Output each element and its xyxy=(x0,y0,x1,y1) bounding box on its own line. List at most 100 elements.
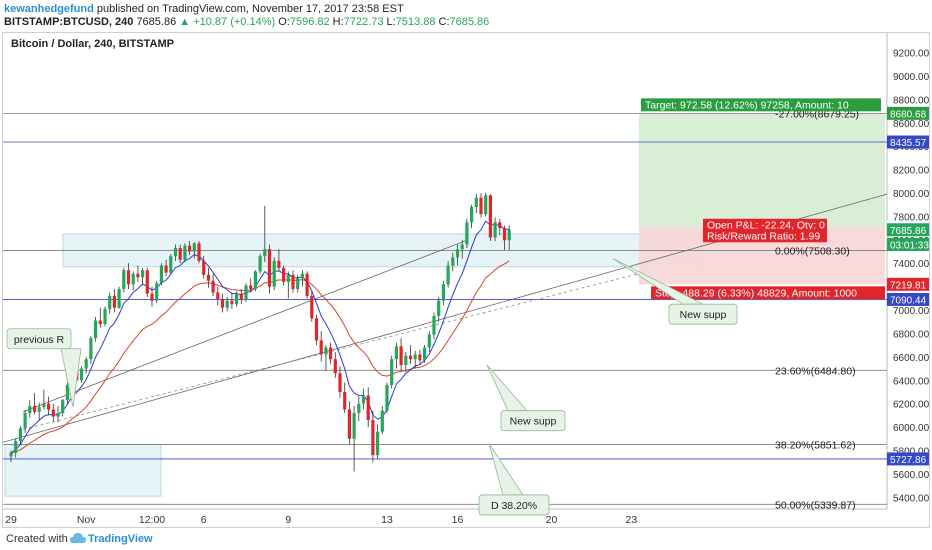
target-zone xyxy=(639,113,885,228)
candle xyxy=(376,424,380,459)
candle xyxy=(258,253,262,274)
candle xyxy=(437,297,441,322)
candle xyxy=(126,263,131,289)
candle xyxy=(173,244,178,261)
candle xyxy=(507,225,511,250)
price-tick-label: 6400.00 xyxy=(893,376,929,387)
candle xyxy=(188,240,192,256)
price-tag-3: 7219.81 xyxy=(890,280,927,291)
price-tick-label: 5800.00 xyxy=(893,446,929,457)
rr-label-bg xyxy=(703,229,827,243)
candle xyxy=(136,265,140,282)
candle xyxy=(488,194,492,241)
level-price-tag-6-bg xyxy=(887,452,929,466)
candle xyxy=(352,406,356,472)
fib-label-2: 0.00%(7508.30) xyxy=(775,246,850,258)
fib-label-0: -27.00%(8679.25) xyxy=(775,109,859,121)
candle xyxy=(493,217,497,241)
trendline-dashed xyxy=(22,272,644,430)
candle xyxy=(131,271,135,291)
candle xyxy=(253,270,257,292)
level-price-tag-0-bg xyxy=(887,106,929,120)
time-tick-label: Nov xyxy=(77,514,96,526)
tradingview-brand[interactable]: TradingView xyxy=(88,533,153,545)
annotation-pointer-0 xyxy=(60,348,82,408)
high-label: H: xyxy=(332,16,344,28)
fib-label-5: 38.20%(5851.62) xyxy=(775,439,856,451)
candle xyxy=(122,267,126,293)
publish-line: kewanhedgefund published on TradingView.… xyxy=(4,2,404,16)
open-label: O: xyxy=(278,16,290,28)
candle xyxy=(164,259,168,277)
candle xyxy=(460,239,464,259)
candle xyxy=(65,382,69,404)
price-chart[interactable]: Bitcoin / Dollar, 240, BITSTAMP -27.00%(… xyxy=(3,33,929,527)
price-tick-label: 6000.00 xyxy=(893,423,929,434)
level-price-tag-6: 5727.86 xyxy=(890,455,927,466)
price-tick-label: 9000.00 xyxy=(893,72,929,83)
fib-label-7: 50.00%(5339.87) xyxy=(775,499,856,511)
pnl-label-bg xyxy=(703,218,827,232)
candle xyxy=(286,271,290,299)
candle xyxy=(357,396,361,422)
open-value: 7596.82 xyxy=(289,16,330,28)
level-price-tag-0: 8680.68 xyxy=(890,109,927,120)
candle xyxy=(361,388,366,410)
annotation-box-0 xyxy=(6,328,72,350)
annotation-box-2 xyxy=(668,303,738,325)
ema-slow-line xyxy=(10,260,510,454)
candle xyxy=(479,193,483,218)
candle xyxy=(394,342,398,369)
ohlc-line: BITSTAMP:BTCUSD, 240 7685.86 ▲ +10.87 (+… xyxy=(4,15,489,29)
candle xyxy=(32,393,37,415)
price-tick-label: 7800.00 xyxy=(893,212,929,223)
price-tick-label: 8600.00 xyxy=(893,119,929,130)
candle xyxy=(465,218,469,249)
candle xyxy=(333,352,337,378)
candle xyxy=(277,249,281,272)
candle xyxy=(413,351,417,369)
candle xyxy=(484,193,488,217)
author-link[interactable]: kewanhedgefund xyxy=(4,3,94,15)
candle xyxy=(296,274,300,293)
candle xyxy=(455,244,460,266)
candle xyxy=(192,242,196,259)
published-text: published on TradingView.com, November 1… xyxy=(96,3,404,15)
candle xyxy=(202,256,206,279)
candle xyxy=(183,243,187,263)
tradingview-cloud-icon xyxy=(70,533,86,543)
time-tick-label: 29 xyxy=(5,514,17,526)
price-tick-label: 8800.00 xyxy=(893,95,929,106)
candle xyxy=(329,342,333,364)
candle xyxy=(441,280,445,306)
candle xyxy=(338,366,342,398)
level-price-tag-3: 7090.44 xyxy=(890,295,927,306)
candle xyxy=(117,286,121,309)
target-label-bg xyxy=(641,98,881,112)
candle xyxy=(108,292,112,314)
rr-label: Risk/Reward Ratio: 1.99 xyxy=(707,230,820,242)
candle xyxy=(418,349,422,364)
candle xyxy=(206,267,210,288)
time-tick-label: 13 xyxy=(381,514,393,526)
candle xyxy=(23,409,27,433)
close-value: 7685.86 xyxy=(449,16,490,28)
candle xyxy=(239,288,243,305)
price-tick-label: 7000.00 xyxy=(893,306,929,317)
candle xyxy=(399,338,403,371)
candle xyxy=(230,292,234,309)
candle xyxy=(56,406,60,423)
candle xyxy=(385,382,389,414)
pnl-label: Open P&L: -22.24, Qty: 0 xyxy=(707,220,825,232)
last-price: 7685.86 xyxy=(136,16,177,28)
candle xyxy=(145,267,149,298)
candle xyxy=(98,307,102,328)
fib-label-4: 23.60%(6484.80) xyxy=(775,365,856,377)
chart-title: Bitcoin / Dollar, 240, BITSTAMP xyxy=(11,38,174,50)
candle xyxy=(347,401,351,445)
candle xyxy=(79,366,84,383)
time-tick-label: 9 xyxy=(285,514,291,526)
candle xyxy=(470,204,474,229)
chart-frame[interactable]: Bitcoin / Dollar, 240, BITSTAMP -27.00%(… xyxy=(2,32,930,528)
price-tag-3-bg xyxy=(887,277,929,291)
